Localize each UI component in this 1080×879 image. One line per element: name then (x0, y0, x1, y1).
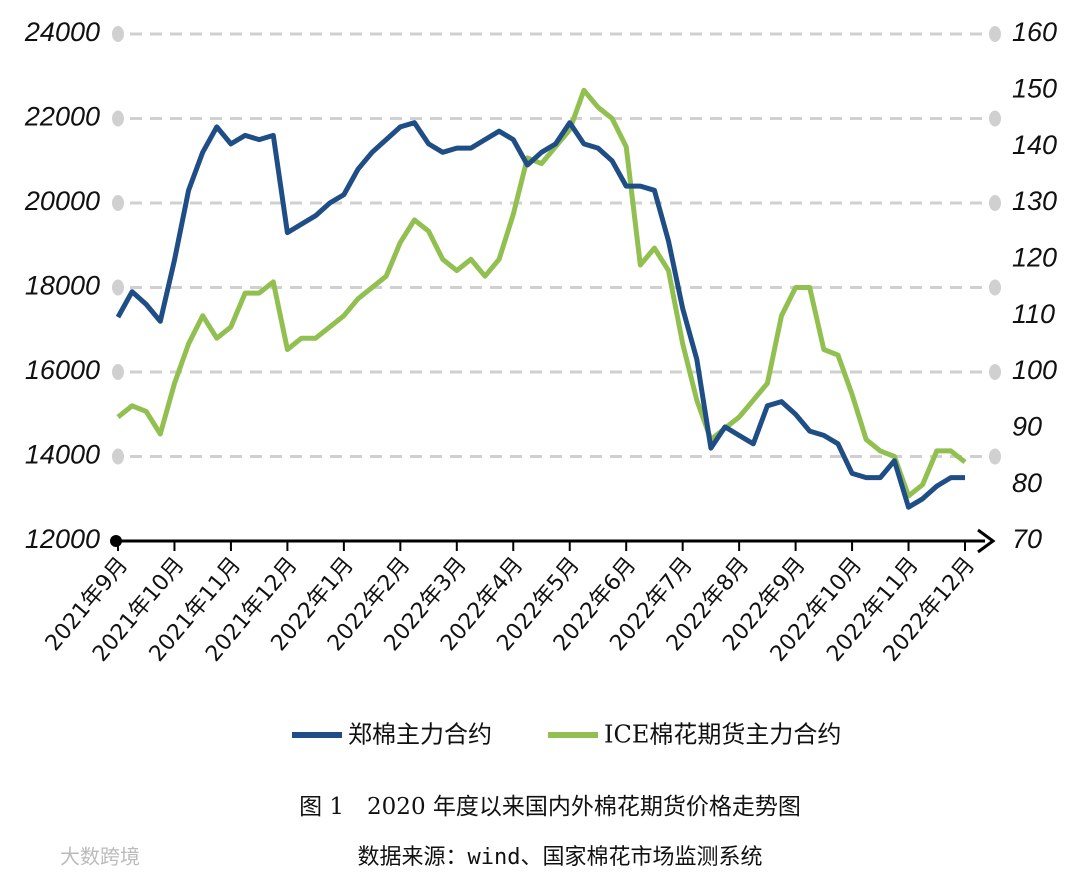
y2-tick-label: 80 (1012, 468, 1042, 498)
grid-dot (989, 195, 1001, 211)
y2-tick-label: 150 (1012, 73, 1057, 103)
caption: 图 1 2020 年度以来国内外棉花期货价格走势图 (299, 794, 801, 820)
y2-tick-label: 90 (1012, 411, 1042, 441)
series-line (116, 87, 967, 499)
y-tick-label: 22000 (24, 102, 100, 132)
grid-dot (112, 26, 124, 42)
grid-dot (989, 110, 1001, 127)
y2-tick-label: 140 (1012, 130, 1057, 160)
y2-tick-label: 70 (1012, 524, 1042, 554)
axis-origin (110, 535, 122, 547)
y2-tick-label: 120 (1012, 242, 1057, 272)
y-tick-label: 12000 (25, 524, 100, 554)
y-tick-label: 20000 (24, 186, 100, 216)
x-axis-arrow (977, 528, 996, 554)
y-tick-label: 16000 (25, 355, 100, 385)
y-tick-label: 14000 (25, 440, 100, 470)
grid-dot (112, 448, 124, 465)
grid-dot (989, 279, 1001, 296)
grid-dot (112, 195, 124, 211)
grid-dot (989, 448, 1001, 465)
grid-dot (989, 26, 1001, 42)
series-line (115, 120, 965, 510)
grid-dot (112, 279, 124, 296)
y2-tick-label: 130 (1012, 186, 1057, 216)
grid-dot (989, 364, 1001, 380)
legend-label: ICE棉花期货主力合约 (604, 721, 841, 749)
y-tick-label: 18000 (25, 271, 100, 301)
y-tick-label: 24000 (24, 17, 100, 47)
legend-label: 郑棉主力合约 (348, 721, 492, 749)
source: 数据来源：wind、国家棉花市场监测系统 (358, 845, 763, 870)
y2-tick-label: 160 (1012, 17, 1057, 47)
watermark: 大数跨境 (60, 845, 140, 869)
y2-tick-label: 110 (1012, 299, 1055, 329)
y2-tick-label: 100 (1012, 355, 1057, 385)
grid-dot (112, 110, 124, 127)
grid-dot (112, 364, 124, 380)
